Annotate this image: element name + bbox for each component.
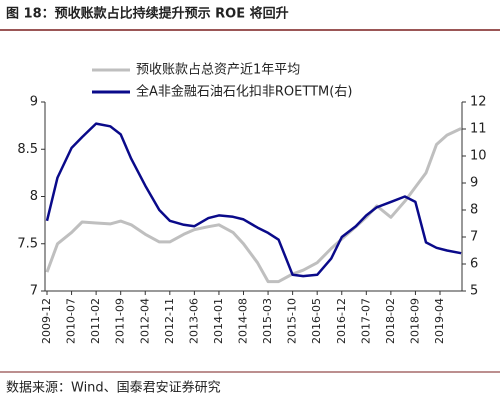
x-tick-label: 2018-02 bbox=[384, 298, 397, 344]
y2-tick-label: 12 bbox=[470, 95, 487, 110]
y2-tick-label: 7 bbox=[470, 230, 478, 245]
x-tick-label: 2019-04 bbox=[433, 298, 446, 344]
x-tick-label: 2013-06 bbox=[187, 298, 200, 344]
x-tick-label: 2012-04 bbox=[138, 298, 151, 344]
x-tick-label: 2016-12 bbox=[335, 298, 348, 344]
source: 数据来源：Wind、国泰君安证券研究 bbox=[6, 380, 221, 396]
y2-tick-label: 10 bbox=[470, 149, 487, 164]
x-tick-label: 2009-12 bbox=[40, 298, 53, 344]
y-tick-label: 7 bbox=[30, 284, 38, 299]
legend-label: 全A非金融石油石化扣非ROETTM(右) bbox=[136, 84, 352, 100]
y-tick-label: 7.5 bbox=[17, 236, 38, 251]
x-tick-label: 2015-10 bbox=[286, 298, 299, 344]
legend-label: 预收账款占总资产近1年平均 bbox=[136, 63, 300, 78]
series-line bbox=[45, 127, 462, 284]
x-tick-label: 2012-11 bbox=[163, 298, 176, 344]
y-tick-label: 9 bbox=[30, 95, 38, 110]
chart-title: 图 18：预收账款占比持续提升预示 ROE 将回升 bbox=[6, 6, 289, 22]
y2-tick-label: 9 bbox=[470, 176, 478, 191]
x-tick-label: 2016-05 bbox=[310, 298, 323, 344]
y-tick-label: 8.5 bbox=[17, 142, 38, 157]
x-tick-label: 2014-01 bbox=[212, 298, 225, 344]
y-tick-label: 8 bbox=[30, 189, 38, 204]
y2-tick-label: 8 bbox=[470, 203, 478, 218]
x-tick-label: 2017-07 bbox=[359, 298, 372, 344]
y2-tick-label: 11 bbox=[470, 122, 487, 137]
x-tick-label: 2010-07 bbox=[65, 298, 78, 344]
y2-tick-label: 6 bbox=[470, 257, 478, 272]
x-tick-label: 2018-09 bbox=[408, 298, 421, 344]
x-tick-label: 2011-02 bbox=[89, 298, 102, 344]
series-line bbox=[45, 122, 462, 278]
x-tick-label: 2011-09 bbox=[114, 298, 127, 344]
x-tick-label: 2014-08 bbox=[237, 298, 250, 344]
x-tick-label: 2015-03 bbox=[261, 298, 274, 344]
y2-tick-label: 5 bbox=[470, 284, 478, 299]
